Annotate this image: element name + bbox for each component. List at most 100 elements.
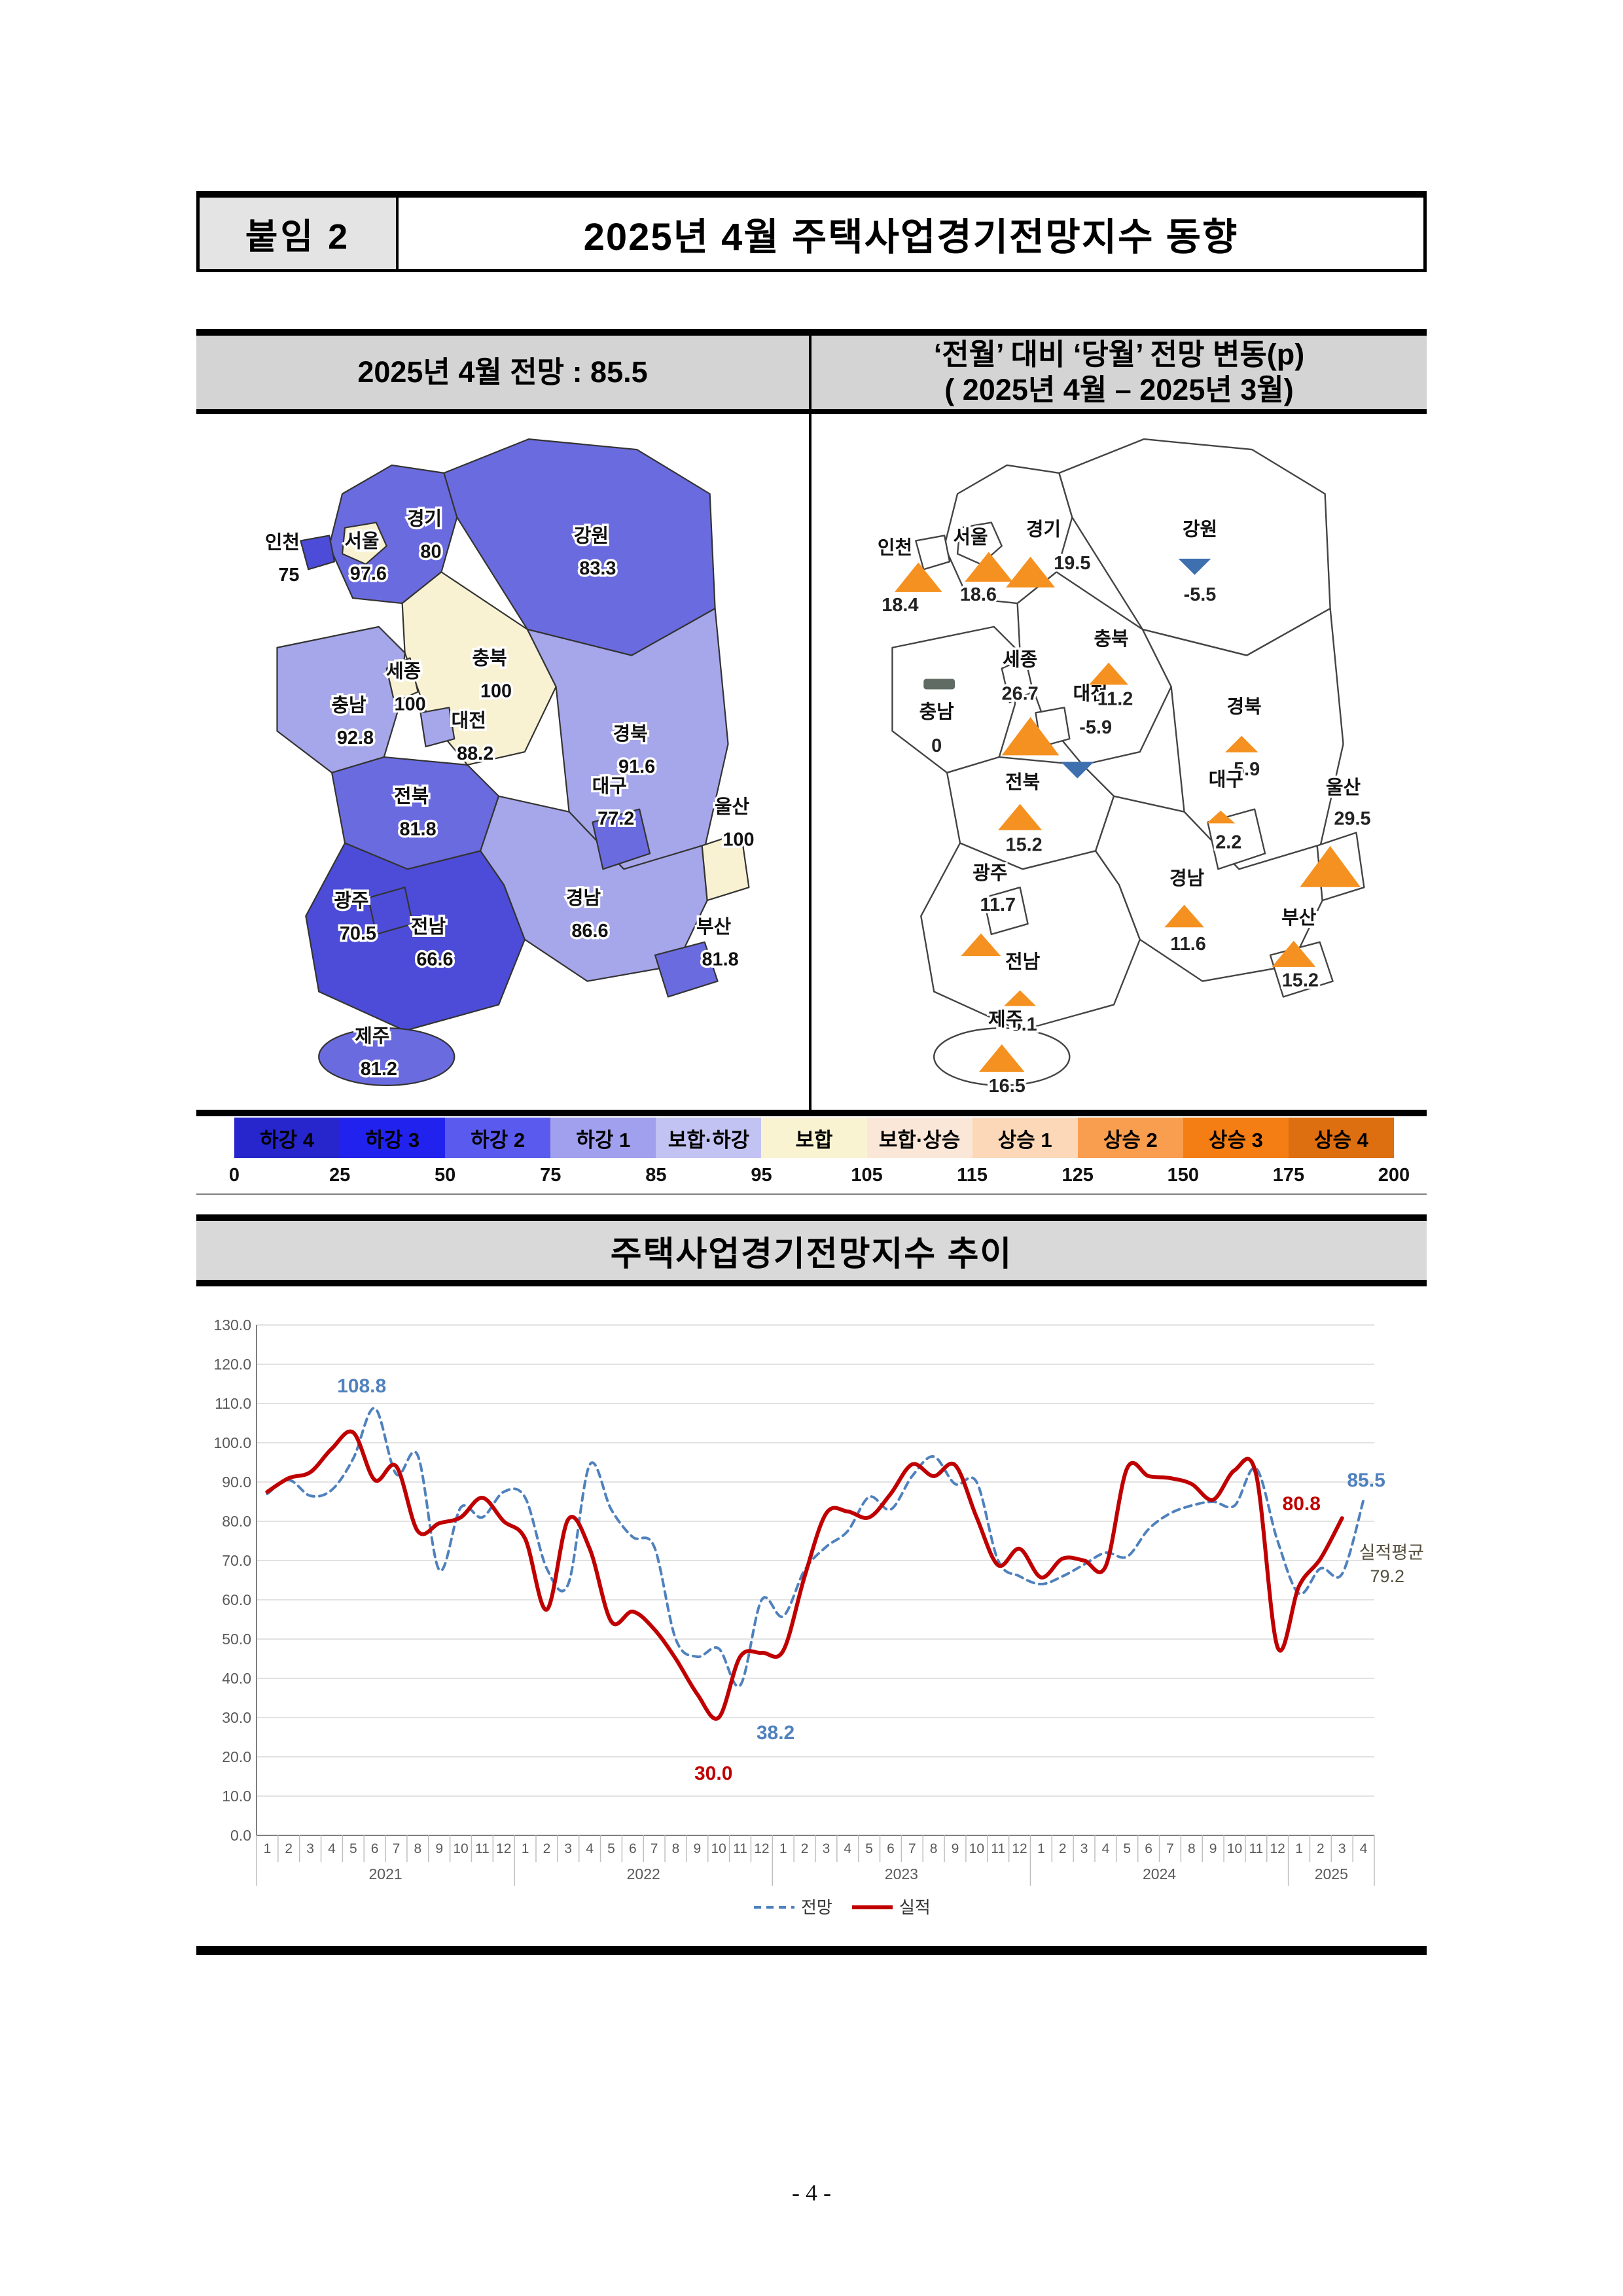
scale-tick-label: 25 (329, 1165, 351, 1186)
scale-segment: 보합·상승 (866, 1118, 972, 1158)
region-name-gangwon: 강원 (1183, 519, 1217, 540)
trend-chart: 0.0 10.0 20.0 30.0 40.0 50.0 60.0 70.0 80.0 90.0 1… (196, 1315, 1427, 1943)
up-triangle-icon (1001, 716, 1060, 756)
region-change-ulsan: 29.5 (1334, 809, 1370, 830)
month-label: 8 (1188, 1841, 1196, 1856)
up-triangle-icon (961, 933, 1001, 957)
scale-segment: 보합 (761, 1118, 867, 1158)
map-region-jeonnam (305, 842, 526, 1032)
region-value-chungbuk: 100 (480, 680, 512, 701)
region-change-seoul: 18.6 (960, 584, 997, 605)
attachment-tag: 붙임 2 (200, 198, 399, 269)
legend-actual-label: 실적 (899, 1898, 931, 1917)
month-label: 7 (908, 1841, 916, 1856)
region-value-gyeonggi: 80 (420, 541, 441, 562)
region-change-gwangju: 11.7 (980, 894, 1016, 915)
region-name-jeonnam: 전남 (1005, 952, 1041, 973)
region-change-gyeongbuk: 5.9 (1234, 759, 1260, 780)
region-name-jeonbuk: 전북 (1005, 772, 1040, 793)
month-label: 6 (887, 1841, 895, 1856)
legend-forecast-label: 전망 (801, 1898, 832, 1917)
region-change-chungbuk: 11.2 (1097, 688, 1133, 709)
scale-segment: 하강 4 (234, 1118, 340, 1158)
y-tick-label: 0.0 (230, 1827, 251, 1844)
region-value-daegu: 77.2 (597, 809, 634, 830)
region-value-chungnam: 92.8 (337, 728, 374, 749)
right-map-header-line1: ‘전월’ 대비 ‘당월’ 전망 변동(p) (933, 338, 1305, 371)
month-label: 8 (672, 1841, 680, 1856)
map-region-busan (654, 941, 719, 998)
up-triangle-icon (979, 1044, 1025, 1072)
region-name-jeju: 제주 (988, 1009, 1023, 1030)
y-tick-label: 60.0 (222, 1591, 251, 1608)
region-name-daegu: 대구 (1209, 769, 1243, 790)
month-label: 6 (371, 1841, 379, 1856)
chart-annotation: 80.8 (1283, 1493, 1321, 1515)
change-map-cell: 인천 18.4 서울 18.6 경기 19.5 강원 -5.5 세종 26.7 대전 -5.9 충남 0 충… (812, 414, 1427, 1110)
year-label: 2021 (368, 1865, 402, 1882)
region-name-daejeon: 대전 (1073, 683, 1108, 704)
region-name-gwangju: 광주 (334, 891, 368, 911)
month-label: 3 (306, 1841, 314, 1856)
month-label: 12 (496, 1841, 511, 1856)
region-value-gyeongnam: 86.6 (571, 921, 608, 942)
region-name-daejeon: 대전 (452, 711, 486, 732)
scale-segment: 하강 1 (550, 1118, 656, 1158)
maps-section: 2025년 4월 전망 : 85.5 ‘전월’ 대비 ‘당월’ 전망 변동(p)… (196, 329, 1427, 1116)
region-name-gyeongnam: 경남 (1169, 868, 1205, 889)
map-region-daegu (1207, 808, 1266, 870)
y-tick-label: 50.0 (222, 1631, 251, 1648)
maps-header-row: 2025년 4월 전망 : 85.5 ‘전월’ 대비 ‘당월’ 전망 변동(p)… (196, 329, 1427, 414)
scale-tick-label: 115 (957, 1165, 988, 1186)
region-name-sejong: 세종 (386, 662, 421, 682)
up-triangle-icon (1272, 940, 1316, 967)
right-map-header: ‘전월’ 대비 ‘당월’ 전망 변동(p) ( 2025년 4월 – 2025년… (812, 336, 1427, 409)
month-label: 7 (651, 1841, 658, 1856)
map-region-jeju (318, 1027, 455, 1086)
scale-segment: 하강 2 (445, 1118, 551, 1158)
scale-underline (196, 1193, 1427, 1195)
month-label: 12 (1012, 1841, 1027, 1856)
color-scale-bar: 하강 4 하강 3 하강 2 하강 1 보합·하강 보합 보합·상승 상승 1 상승 2 상승 3… (234, 1118, 1395, 1158)
month-label: 4 (328, 1841, 336, 1856)
region-change-jeonnam: 5.1 (1011, 1014, 1037, 1035)
scale-segment: 상승 4 (1288, 1118, 1395, 1158)
month-label: 9 (694, 1841, 702, 1856)
map-region-daegu (592, 808, 651, 870)
region-name-gwangju: 광주 (972, 863, 1007, 884)
month-label: 5 (1123, 1841, 1131, 1856)
y-tick-label: 100.0 (213, 1434, 251, 1451)
map-region-gwangju (982, 886, 1029, 936)
y-tick-label: 120.0 (213, 1356, 251, 1373)
page-title: 2025년 4월 주택사업경기전망지수 동향 (583, 215, 1239, 258)
region-name-gyeonggi: 경기 (1026, 519, 1061, 540)
year-label: 2022 (627, 1865, 660, 1882)
region-name-incheon: 인천 (878, 537, 912, 558)
region-name-gyeongbuk: 경북 (1227, 696, 1262, 717)
scale-tick-label: 50 (435, 1165, 456, 1186)
scale-tick-label: 105 (851, 1165, 883, 1186)
month-label: 12 (1270, 1841, 1285, 1856)
y-tick-label: 90.0 (222, 1474, 251, 1491)
section-bottom-border (196, 1946, 1427, 1955)
map-region-chungnam (276, 626, 406, 774)
region-change-daegu: 2.2 (1215, 832, 1241, 853)
month-label: 2 (285, 1841, 293, 1856)
month-label: 4 (1360, 1841, 1368, 1856)
month-label: 3 (1338, 1841, 1346, 1856)
up-triangle-icon (1089, 662, 1129, 685)
y-tick-label: 10.0 (222, 1788, 251, 1805)
left-map-header: 2025년 4월 전망 : 85.5 (196, 336, 812, 409)
up-triangle-icon (1006, 556, 1055, 588)
chart-annotation: 108.8 (337, 1375, 386, 1397)
month-label: 3 (1080, 1841, 1088, 1856)
actual-average-label: 실적평균 (1359, 1543, 1424, 1563)
month-label: 9 (435, 1841, 443, 1856)
y-tick-label: 80.0 (222, 1513, 251, 1530)
region-change-sejong: 26.7 (1002, 683, 1039, 704)
month-label: 7 (393, 1841, 401, 1856)
month-label: 1 (1037, 1841, 1045, 1856)
month-label: 10 (969, 1841, 984, 1856)
month-label: 4 (1102, 1841, 1110, 1856)
scale-segment: 상승 3 (1183, 1118, 1289, 1158)
